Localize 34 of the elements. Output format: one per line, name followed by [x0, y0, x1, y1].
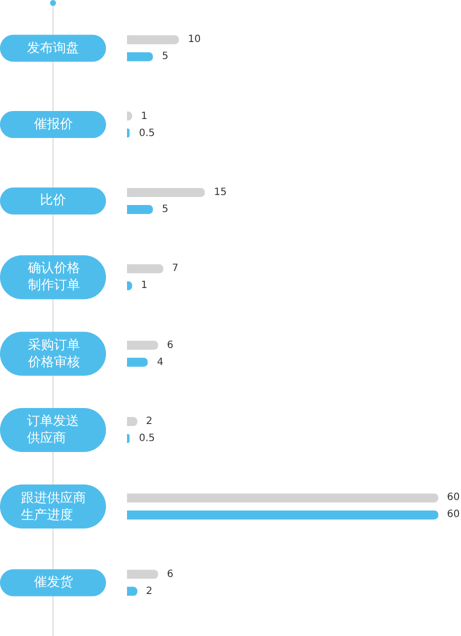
- data-label: 7: [172, 263, 178, 274]
- data-label: 1: [141, 280, 148, 291]
- data-label: 6: [167, 569, 174, 580]
- y-tick-label: 订单发送供应商: [27, 414, 79, 446]
- y-tick-label: 采购订单价格审核: [27, 338, 80, 370]
- data-label: 6: [167, 340, 174, 351]
- data-label: 2: [146, 416, 152, 427]
- data-label: 2: [146, 586, 152, 597]
- data-label: 10: [188, 34, 201, 45]
- bar: [127, 340, 158, 350]
- bar: [127, 204, 153, 214]
- data-label: 4: [157, 357, 164, 368]
- data-label: 0.5: [139, 128, 155, 139]
- data-label: 60: [447, 509, 460, 520]
- bar: [127, 358, 148, 367]
- data-label: 5: [162, 51, 168, 62]
- y-tick-label: 比价: [40, 193, 66, 208]
- data-label: 60: [447, 492, 460, 503]
- bar: [127, 570, 158, 579]
- bar: [127, 493, 438, 502]
- y-tick-label: 催发货: [34, 575, 73, 590]
- y-tick-label: 跟进供应商生产进度: [21, 490, 86, 523]
- data-label: 1: [141, 111, 148, 122]
- bar: [127, 35, 179, 44]
- y-tick-label: 催报价: [34, 117, 73, 132]
- y-tick-label: 发布询盘: [27, 41, 79, 56]
- data-label: 5: [162, 204, 168, 215]
- y-tick-label: 确认价格制作订单: [27, 261, 80, 293]
- bar: [127, 188, 205, 197]
- bar: [127, 510, 438, 520]
- data-label: 0.5: [139, 433, 155, 444]
- bar: [127, 52, 153, 62]
- bar: [127, 264, 164, 274]
- data-label: 15: [214, 187, 227, 198]
